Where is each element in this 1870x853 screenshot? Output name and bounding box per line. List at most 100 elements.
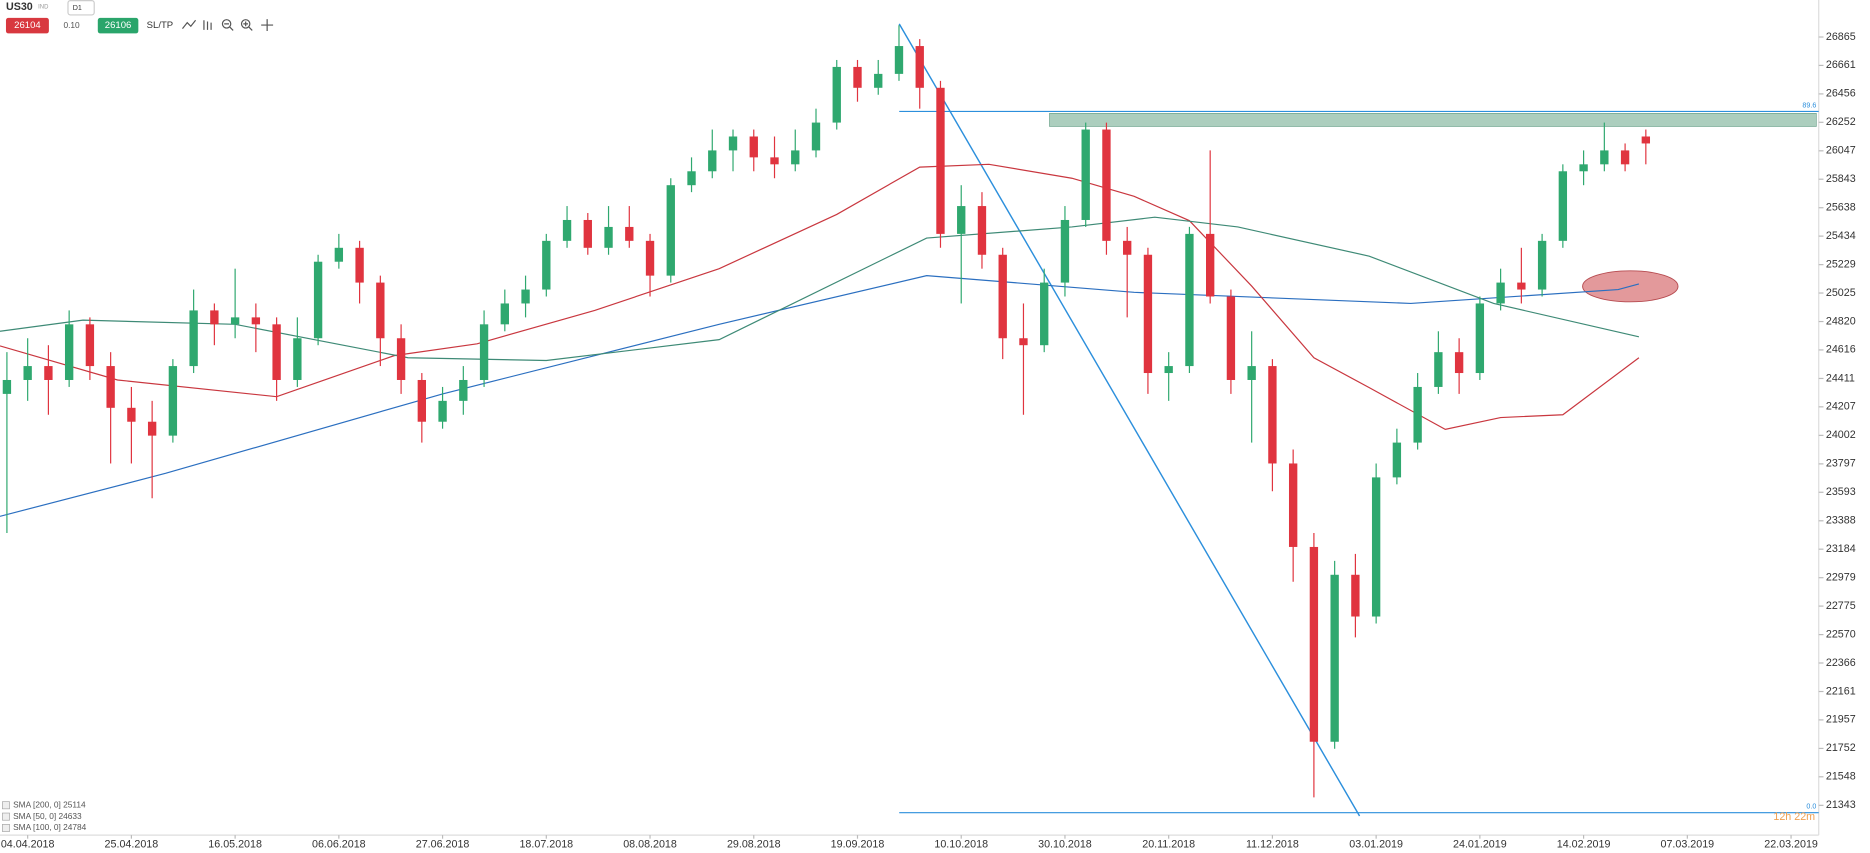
timeframe[interactable]: D1 xyxy=(73,4,82,12)
y-tick-label: 23184 xyxy=(1826,543,1856,555)
timeframe-box[interactable] xyxy=(67,0,95,16)
candle-body xyxy=(1309,546,1319,742)
y-tick-label: 26661 xyxy=(1826,59,1856,71)
candle-body xyxy=(521,289,530,304)
x-tick-label: 04.04.2018 xyxy=(1,838,55,850)
y-tick-label: 22775 xyxy=(1826,600,1856,612)
candle-body xyxy=(417,379,427,422)
candle-body xyxy=(853,66,862,88)
candle-body xyxy=(459,379,468,401)
candle-body xyxy=(1496,282,1505,304)
candle-body xyxy=(936,87,945,234)
candle-body xyxy=(376,282,385,339)
candle-body xyxy=(479,324,489,380)
candle-body xyxy=(894,46,904,74)
candle-body xyxy=(251,317,261,325)
x-tick-label: 30.10.2018 xyxy=(1038,838,1092,850)
buy-button[interactable] xyxy=(97,17,139,34)
candle-body xyxy=(1102,129,1111,241)
candle-body xyxy=(1143,254,1153,374)
x-tick-label: 11.12.2018 xyxy=(1246,838,1299,850)
candle-body xyxy=(1371,477,1381,617)
x-tick-label: 18.07.2018 xyxy=(519,838,573,850)
candle-body xyxy=(1081,129,1090,220)
candle-body xyxy=(1600,150,1609,165)
y-tick-label: 26865 xyxy=(1826,31,1856,43)
candle-body xyxy=(625,226,634,241)
candle-body xyxy=(1454,352,1464,374)
candle-body xyxy=(770,157,779,165)
ask[interactable]: 26106 xyxy=(105,20,132,31)
legend-label: SMA [50, 0] 24633 xyxy=(13,811,82,821)
candle-body xyxy=(1620,150,1630,165)
candle-body xyxy=(1268,366,1277,464)
x-tick-label: 16.05.2018 xyxy=(208,838,262,850)
candle-body xyxy=(708,150,717,172)
x-tick-label: 22.03.2019 xyxy=(1764,838,1818,850)
x-tick-label: 29.08.2018 xyxy=(727,838,781,850)
x-tick-label: 14.02.2019 xyxy=(1557,838,1611,850)
candle-body xyxy=(23,366,32,380)
candle-body xyxy=(1123,240,1132,255)
sma-line xyxy=(0,275,1640,517)
y-tick-label: 25229 xyxy=(1826,258,1856,270)
legend-icon xyxy=(2,824,10,832)
candle-body xyxy=(1019,338,1028,346)
y-tick-label: 25025 xyxy=(1826,287,1856,299)
y-tick-label: 22979 xyxy=(1826,572,1856,584)
candle-body xyxy=(355,247,364,283)
candle-body xyxy=(1205,233,1215,297)
candle-body xyxy=(313,261,323,339)
candle-body xyxy=(1434,352,1443,387)
y-tick-label: 23388 xyxy=(1826,515,1856,527)
y-tick-label: 25434 xyxy=(1826,230,1856,242)
candle-body xyxy=(1475,303,1485,374)
sltp[interactable]: SL/TP xyxy=(147,20,173,31)
candle-body xyxy=(189,310,198,367)
symbol[interactable]: US30 xyxy=(6,1,33,13)
y-tick-label: 21548 xyxy=(1826,771,1856,783)
candle-body xyxy=(957,206,966,234)
candle-body xyxy=(1558,171,1568,241)
candle-body xyxy=(1392,442,1402,478)
candle-body xyxy=(2,379,12,394)
candle-body xyxy=(791,150,800,165)
sell-button[interactable] xyxy=(5,17,49,34)
candle-body xyxy=(1247,366,1256,380)
y-tick-label: 24616 xyxy=(1826,344,1856,356)
y-tick-label: 26456 xyxy=(1826,88,1856,100)
candle-body xyxy=(1537,240,1547,290)
candle-body xyxy=(1330,574,1339,742)
y-tick-label: 24207 xyxy=(1826,401,1856,413)
candle-body xyxy=(1641,136,1651,144)
market: IND xyxy=(38,5,49,11)
candle-body xyxy=(728,136,738,151)
candle-body xyxy=(334,247,344,262)
y-tick-label: 21343 xyxy=(1826,799,1856,811)
candle-body xyxy=(293,338,302,380)
legend-label: SMA [100, 0] 24784 xyxy=(13,822,87,832)
candle-body xyxy=(1351,574,1360,617)
bid[interactable]: 26104 xyxy=(14,20,41,31)
countdown: 12h 22m xyxy=(1773,811,1815,823)
resistance-zone[interactable] xyxy=(1049,113,1817,127)
candle-body xyxy=(85,324,95,367)
y-tick-label: 24002 xyxy=(1826,429,1856,441)
toolbar-icons[interactable] xyxy=(182,19,274,32)
x-tick-label: 10.10.2018 xyxy=(934,838,988,850)
x-tick-label: 24.01.2019 xyxy=(1453,838,1507,850)
trend-line[interactable] xyxy=(898,23,1361,817)
x-tick-label: 07.03.2019 xyxy=(1661,838,1715,850)
x-tick-label: 08.08.2018 xyxy=(623,838,677,850)
x-tick-label: 06.06.2018 xyxy=(312,838,366,850)
candle-body xyxy=(542,240,551,290)
candle-body xyxy=(438,400,447,422)
y-tick-label: 25638 xyxy=(1826,202,1856,214)
candle-body xyxy=(1413,386,1422,443)
candle-body xyxy=(583,219,592,248)
candle-body xyxy=(147,421,157,436)
